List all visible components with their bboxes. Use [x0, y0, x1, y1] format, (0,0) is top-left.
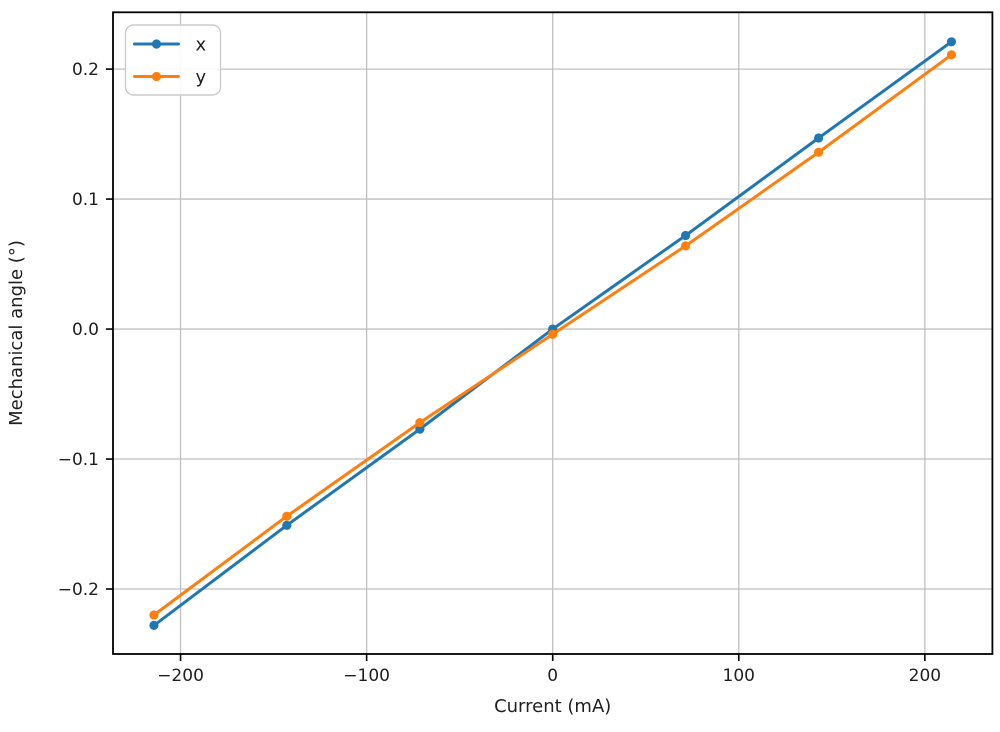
data-point-x: [680, 230, 691, 241]
data-point-y: [548, 329, 558, 339]
x-tick-label: 100: [723, 666, 755, 686]
y-tick-label: 0.0: [72, 320, 99, 340]
data-point-y: [149, 610, 159, 620]
x-axis-label: Current (mA): [494, 696, 611, 717]
y-tick-label: −0.2: [58, 580, 99, 600]
data-point-y: [814, 147, 824, 157]
y-axis-label: Mechanical angle (°): [6, 240, 27, 426]
legend-marker-x: [151, 39, 162, 49]
legend-layer: xy: [124, 24, 222, 96]
x-tick-label: 200: [909, 666, 941, 686]
x-tick-label: 0: [547, 666, 558, 686]
grid-layer: [113, 12, 993, 654]
data-point-y: [946, 50, 957, 60]
data-point-y: [282, 511, 292, 521]
data-point-y: [415, 418, 425, 428]
data-point-x: [282, 520, 292, 530]
data-point-x: [149, 620, 159, 631]
data-point-x: [415, 424, 425, 434]
x-tick-label: −200: [157, 666, 204, 686]
legend-marker-y: [151, 71, 162, 82]
axes-layer: −200 −100 0 100 200 −0.2 −0.1 0.0 0.1 0.2: [58, 11, 994, 686]
series-layer: [149, 37, 957, 631]
legend-label-y: y: [196, 67, 207, 88]
y-tick-label: 0.2: [72, 60, 99, 80]
y-tick-label: −0.1: [58, 450, 99, 470]
x-tick-label: −100: [343, 666, 390, 686]
data-point-x: [814, 133, 824, 143]
data-point-y: [680, 241, 691, 251]
y-tick-label: 0.1: [72, 190, 99, 210]
legend-box: [124, 24, 222, 96]
data-point-x: [946, 37, 957, 47]
legend-label-x: x: [196, 35, 207, 56]
